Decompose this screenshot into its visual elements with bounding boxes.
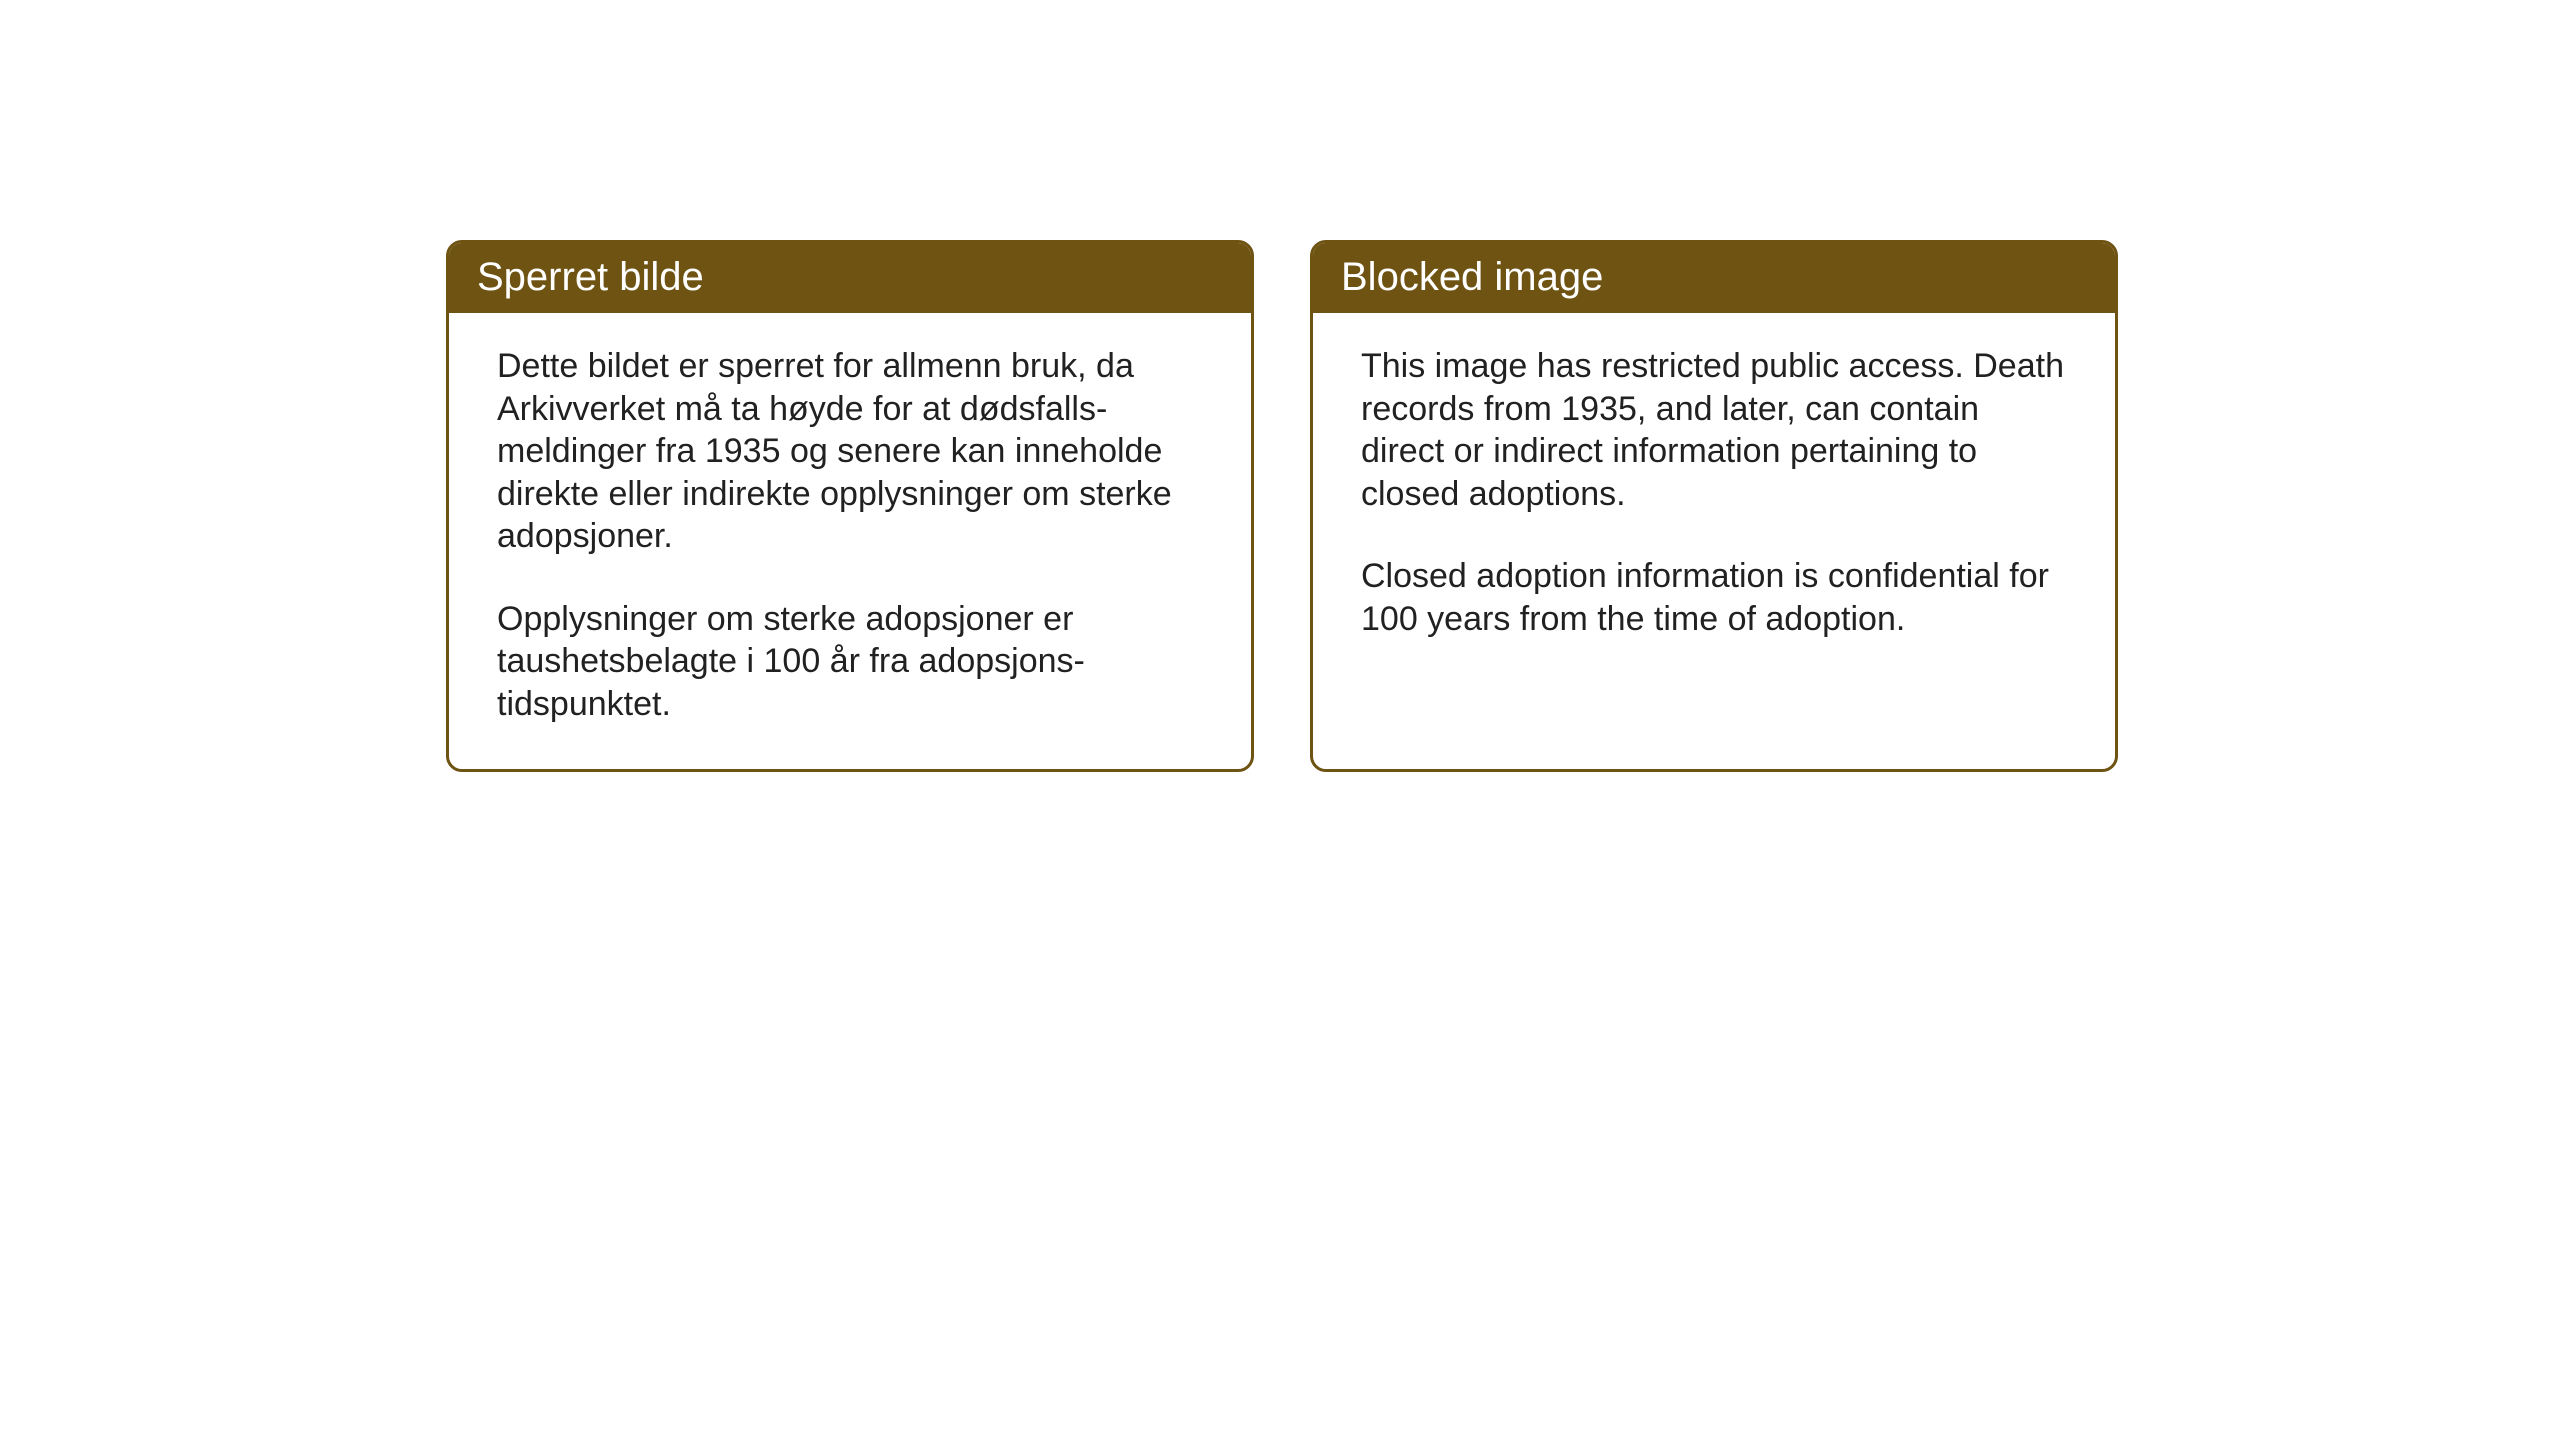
notice-card-norwegian-header: Sperret bilde — [449, 243, 1251, 313]
notice-card-english-paragraph-1: This image has restricted public access.… — [1361, 345, 2067, 515]
notice-card-norwegian-body: Dette bildet er sperret for allmenn bruk… — [449, 313, 1251, 769]
notice-card-norwegian-paragraph-2: Opplysninger om sterke adopsjoner er tau… — [497, 598, 1203, 726]
notice-card-norwegian-paragraph-1: Dette bildet er sperret for allmenn bruk… — [497, 345, 1203, 558]
notice-card-english-paragraph-2: Closed adoption information is confident… — [1361, 555, 2067, 640]
notice-card-norwegian: Sperret bilde Dette bildet er sperret fo… — [446, 240, 1254, 772]
notice-cards-container: Sperret bilde Dette bildet er sperret fo… — [446, 240, 2118, 772]
notice-card-english-header: Blocked image — [1313, 243, 2115, 313]
notice-card-english-body: This image has restricted public access.… — [1313, 313, 2115, 740]
notice-card-english: Blocked image This image has restricted … — [1310, 240, 2118, 772]
